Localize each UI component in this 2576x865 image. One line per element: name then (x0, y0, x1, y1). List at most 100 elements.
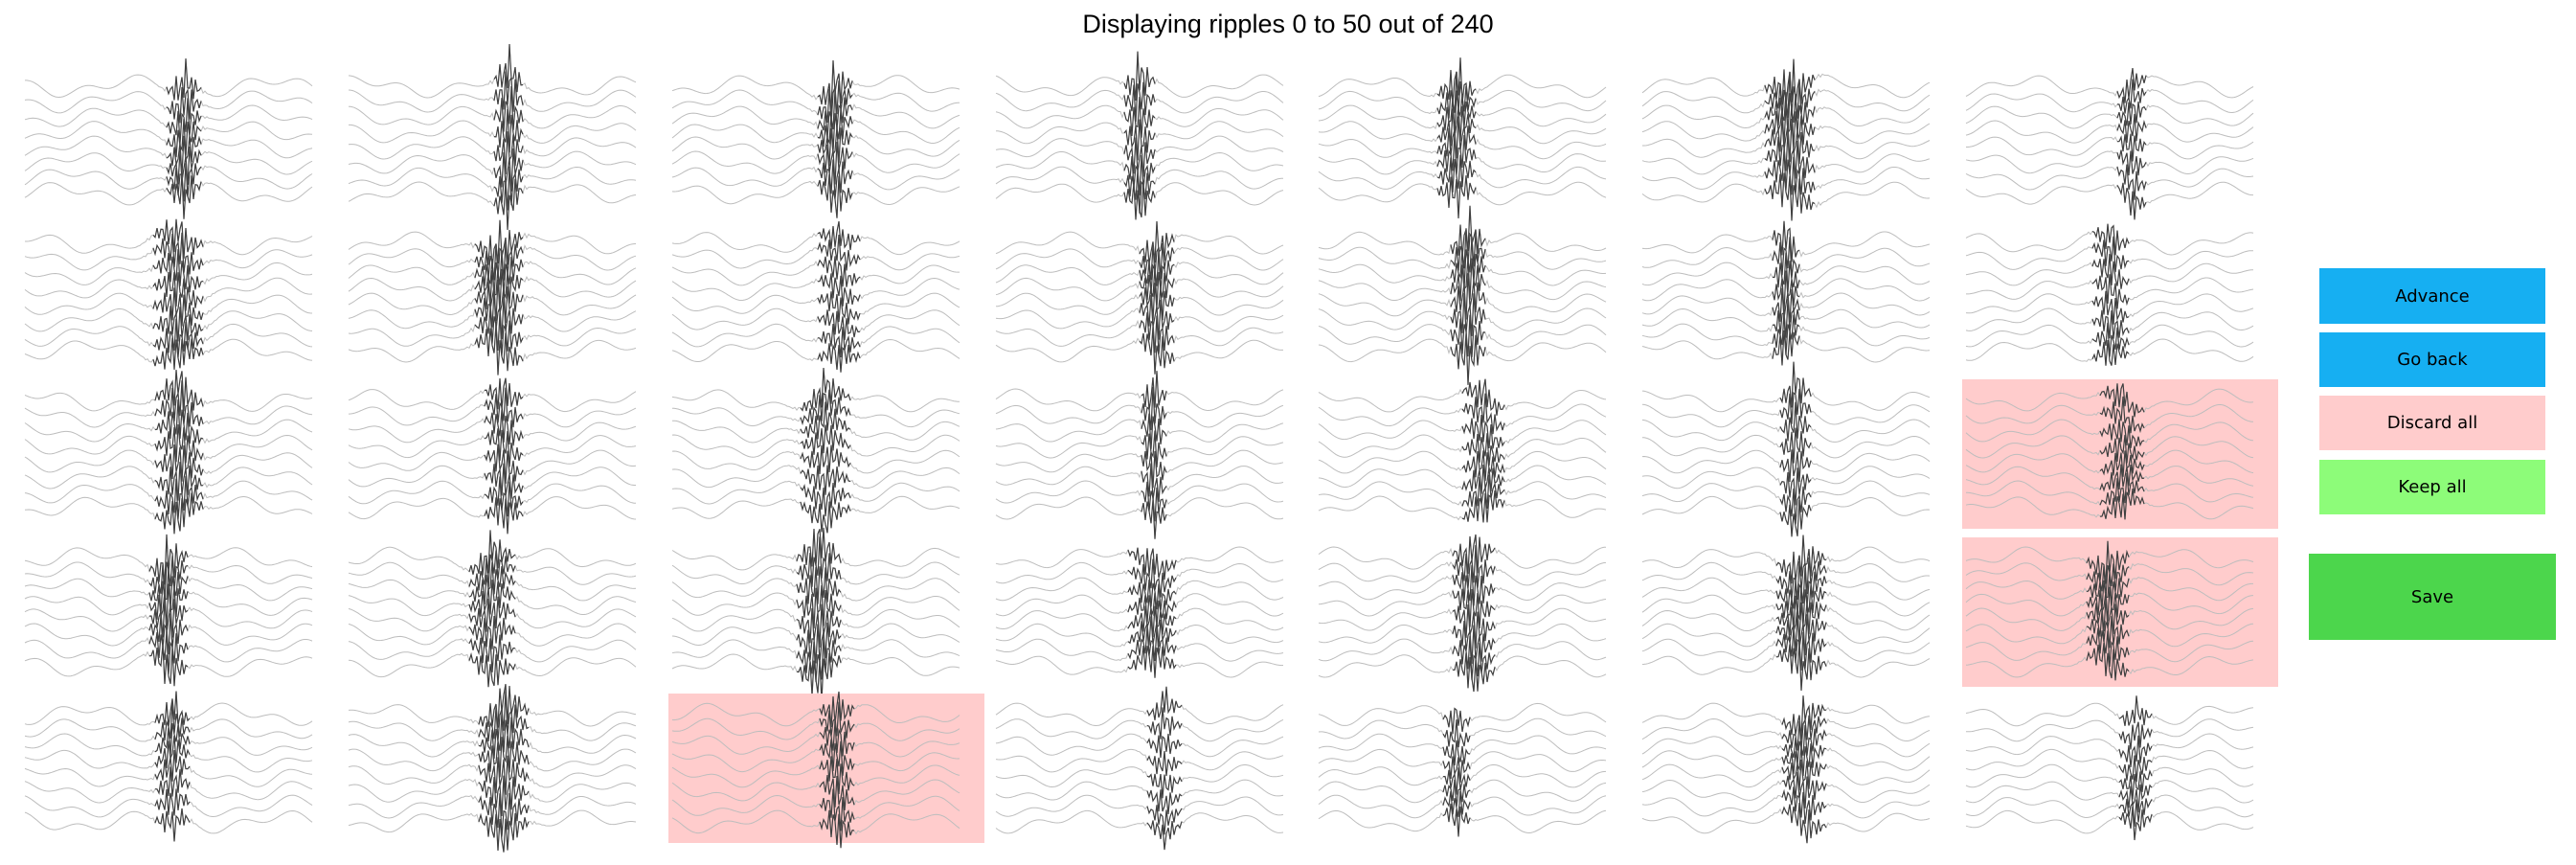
ripple-segment (1781, 786, 1827, 824)
ripple-segment (1772, 330, 1800, 366)
ripple-cell[interactable] (668, 59, 984, 218)
keep-all-button[interactable]: Keep all (2319, 460, 2545, 514)
ripple-cell[interactable] (1638, 220, 1955, 372)
ripple-segment (2118, 798, 2153, 828)
ripple-segment (148, 599, 189, 638)
trace-line (1965, 101, 2254, 129)
ripple-segment (2116, 113, 2147, 144)
ripple-traces (1965, 540, 2254, 681)
ripple-segment (817, 173, 853, 218)
trace-line (348, 307, 637, 356)
trace-line (995, 242, 1284, 281)
ripple-segment (154, 723, 191, 756)
ripple-segment (796, 536, 842, 587)
trace-line (1318, 474, 1607, 509)
ripple-segment (148, 645, 189, 687)
ripple-cell[interactable] (345, 219, 661, 376)
ripple-cell[interactable] (21, 370, 337, 535)
ripple-cell[interactable] (345, 683, 661, 853)
ripple-traces (671, 367, 960, 534)
trace-line (1641, 495, 1931, 537)
ripple-cell[interactable] (21, 534, 337, 687)
trace-line (671, 221, 960, 256)
ripple-segment (819, 701, 855, 739)
ripple-cell[interactable] (1638, 58, 1955, 221)
ripple-segment (1781, 743, 1827, 776)
ripple-segment (484, 428, 524, 467)
ripple-segment (474, 241, 524, 281)
advance-button[interactable]: Advance (2319, 268, 2545, 324)
trace-line (671, 159, 960, 199)
ripple-segment (152, 337, 204, 370)
ripple-segment (796, 566, 842, 604)
ripple-segment (800, 367, 851, 412)
ripple-segment (1452, 588, 1496, 629)
ripple-cell[interactable] (1315, 694, 1631, 843)
ripple-cell[interactable] (668, 220, 984, 373)
ripple-cell[interactable] (345, 530, 661, 688)
ripple-traces (348, 377, 637, 535)
ripple-segment (1123, 154, 1156, 195)
ripple-segment (166, 86, 202, 124)
ripple-segment (800, 465, 851, 495)
ripple-segment (1139, 242, 1175, 281)
ripple-segment (2091, 340, 2130, 366)
ripple-cell[interactable] (21, 58, 337, 219)
ripple-cell[interactable] (1638, 694, 1955, 844)
ripple-segment (2116, 164, 2147, 200)
ripple-segment (1436, 71, 1477, 119)
ripple-cell[interactable] (992, 686, 1308, 851)
ripple-cell[interactable] (1962, 379, 2278, 529)
ripple-cell[interactable] (1638, 361, 1955, 537)
ripple-traces (671, 220, 960, 373)
ripple-cell[interactable] (1315, 378, 1631, 529)
ripple-cell[interactable] (1962, 537, 2278, 687)
ripple-cell[interactable] (1962, 65, 2278, 220)
trace-line (671, 109, 960, 152)
ripple-segment (478, 683, 530, 728)
ripple-cell[interactable] (992, 537, 1308, 687)
ripple-cell[interactable] (1315, 205, 1631, 385)
discard-all-button[interactable]: Discard all (2319, 396, 2545, 450)
ripple-segment (474, 290, 524, 339)
ripple-cell[interactable] (992, 220, 1308, 375)
ripple-segment (166, 58, 202, 101)
ripple-segment (817, 220, 861, 251)
ripple-segment (819, 809, 855, 849)
ripple-segment (2086, 610, 2130, 649)
ripple-segment (2099, 450, 2145, 477)
ripple-segment (1779, 361, 1812, 408)
ripple-segment (166, 118, 202, 158)
ripple-cell[interactable] (1962, 222, 2278, 372)
ripple-traces (348, 219, 637, 376)
trace-line (1318, 490, 1607, 523)
trace-line (671, 691, 960, 727)
ripple-segment (2116, 68, 2147, 103)
trace-line (671, 775, 960, 810)
ripple-segment (1127, 547, 1177, 580)
ripple-cell[interactable] (21, 218, 337, 372)
trace-line (1965, 181, 2254, 220)
ripple-segment (817, 234, 861, 271)
ripple-segment (1146, 789, 1183, 814)
ripple-cell[interactable] (668, 367, 984, 534)
ripple-cell[interactable] (21, 691, 337, 843)
ripple-cell[interactable] (992, 51, 1308, 220)
ripple-traces (1318, 378, 1607, 523)
ripple-cell[interactable] (1962, 694, 2278, 843)
ripple-cell[interactable] (1315, 534, 1631, 693)
ripple-segment (1436, 105, 1477, 147)
go-back-button[interactable]: Go back (2319, 332, 2545, 387)
ripple-traces (671, 59, 960, 218)
ripple-cell[interactable] (1315, 57, 1631, 219)
ripple-cell[interactable] (1638, 535, 1955, 691)
ripple-cell[interactable] (668, 691, 984, 849)
ripple-segment (1146, 733, 1183, 759)
ripple-cell[interactable] (992, 371, 1308, 539)
ripple-segment (1139, 220, 1175, 264)
ripple-cell[interactable] (668, 527, 984, 702)
ripple-cell[interactable] (345, 43, 661, 231)
save-button[interactable]: Save (2309, 554, 2556, 640)
ripple-segment (154, 370, 204, 412)
ripple-cell[interactable] (345, 377, 661, 535)
